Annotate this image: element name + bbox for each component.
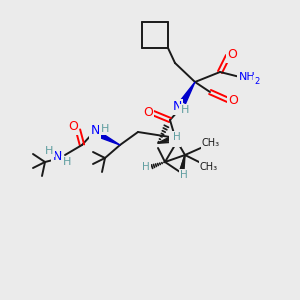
Text: N: N bbox=[90, 124, 100, 137]
Text: N: N bbox=[172, 100, 182, 113]
Polygon shape bbox=[158, 136, 173, 143]
Text: H: H bbox=[101, 124, 109, 134]
Text: H: H bbox=[45, 146, 53, 156]
Text: N: N bbox=[52, 151, 62, 164]
Text: N: N bbox=[170, 133, 180, 146]
Polygon shape bbox=[180, 82, 195, 104]
Text: O: O bbox=[143, 106, 153, 118]
Text: CH₃: CH₃ bbox=[202, 138, 220, 148]
Text: O: O bbox=[227, 49, 237, 62]
Text: H: H bbox=[142, 162, 150, 172]
Polygon shape bbox=[180, 155, 185, 170]
Text: O: O bbox=[68, 121, 78, 134]
Text: 2: 2 bbox=[254, 76, 260, 85]
Text: H: H bbox=[181, 105, 189, 115]
Text: CH₃: CH₃ bbox=[200, 162, 218, 172]
Text: H: H bbox=[63, 157, 71, 167]
Polygon shape bbox=[99, 133, 120, 145]
Text: H: H bbox=[173, 132, 181, 142]
Text: NH: NH bbox=[238, 72, 255, 82]
Text: H: H bbox=[180, 170, 188, 180]
Text: O: O bbox=[228, 94, 238, 106]
